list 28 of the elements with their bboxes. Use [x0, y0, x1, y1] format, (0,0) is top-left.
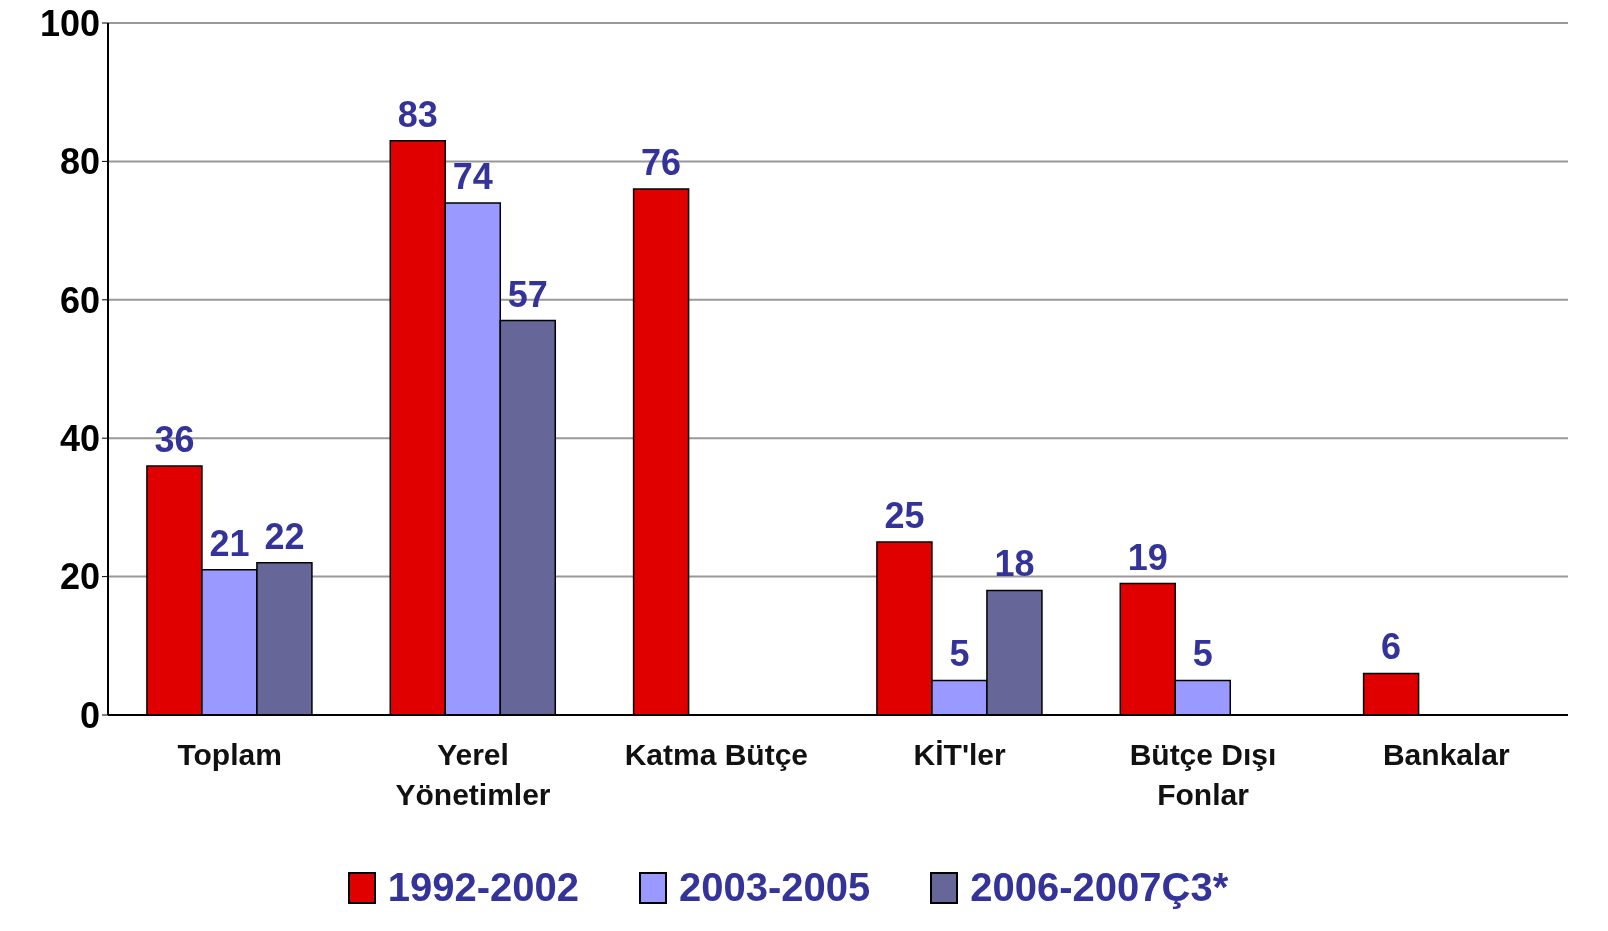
x-tick-label: KİT'ler [913, 738, 1007, 771]
x-tick-label: Yerel Yönetimler [395, 738, 551, 811]
data-label: 74 [452, 155, 493, 197]
y-tick-label: 20 [59, 556, 100, 598]
data-label: 6 [1381, 626, 1402, 668]
y-tick-label: 80 [59, 141, 100, 183]
data-label: 25 [884, 495, 925, 536]
y-tick-label: 60 [59, 279, 100, 321]
data-label: 57 [507, 273, 548, 315]
x-tick-label: Bütçe Dışı Fonlar [1129, 738, 1277, 811]
x-tick-label: Katma Bütçe [624, 738, 809, 771]
legend-label: 2003-2005 [679, 865, 871, 910]
data-label: 19 [1127, 536, 1168, 578]
legend-label: 2006-2007Ç3* [970, 865, 1229, 910]
data-label: 18 [994, 543, 1035, 585]
data-label: 21 [209, 522, 250, 564]
y-tick-label: 0 [79, 694, 100, 736]
data-label: 83 [397, 93, 438, 135]
x-tick-label: Bankalar [1382, 738, 1511, 771]
data-label: 76 [641, 142, 682, 184]
data-label: 22 [264, 515, 305, 557]
data-label: 5 [1192, 633, 1213, 675]
data-label: 36 [154, 418, 195, 460]
x-tick-label: Toplam [177, 738, 282, 771]
legend-label: 1992-2002 [387, 865, 579, 910]
data-label: 5 [949, 633, 970, 675]
y-tick-label: 100 [39, 2, 100, 44]
y-tick-label: 40 [59, 417, 100, 459]
